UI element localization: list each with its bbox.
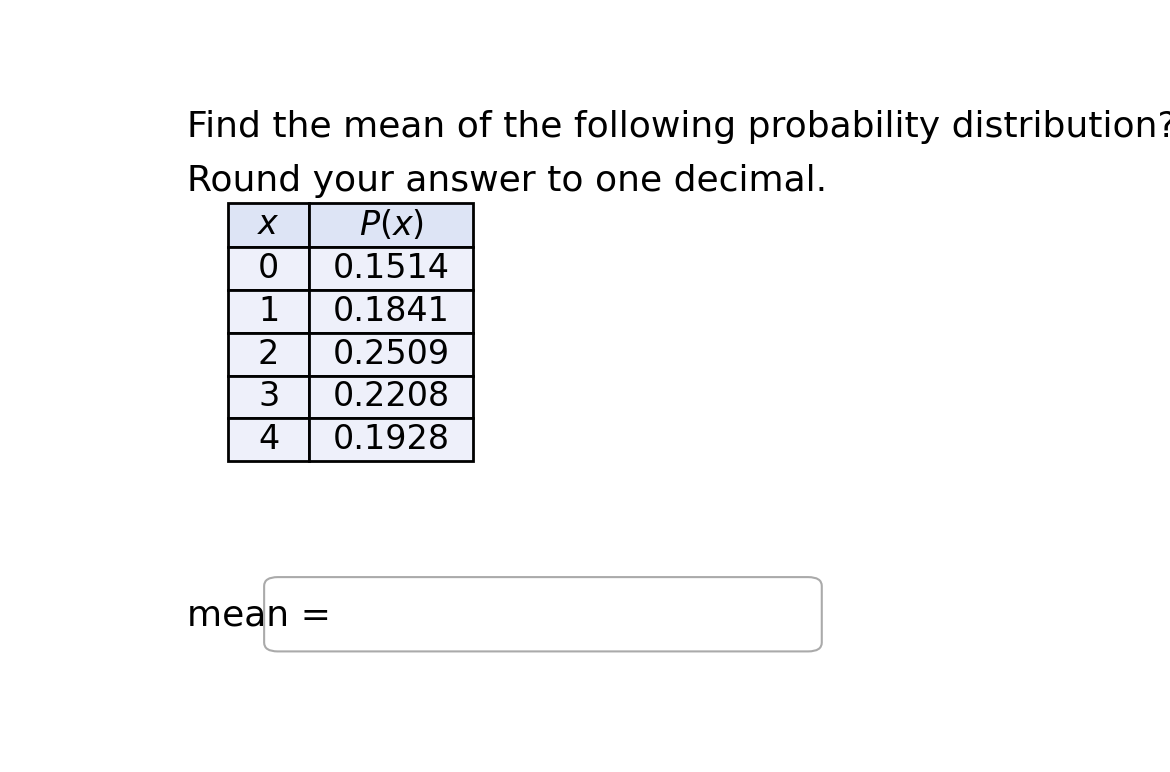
Text: 0: 0 <box>259 252 280 285</box>
Bar <box>228 418 309 461</box>
Bar <box>309 202 473 247</box>
Text: 0.1928: 0.1928 <box>332 423 449 456</box>
Text: Round your answer to one decimal.: Round your answer to one decimal. <box>187 164 827 198</box>
Text: $x$: $x$ <box>257 208 280 242</box>
Text: $P(x)$: $P(x)$ <box>358 208 424 242</box>
Text: mean =: mean = <box>187 599 331 633</box>
Text: 3: 3 <box>259 381 280 414</box>
Bar <box>228 333 309 376</box>
Text: Find the mean of the following probability distribution?: Find the mean of the following probabili… <box>187 110 1170 144</box>
Bar <box>228 247 309 290</box>
Text: 1: 1 <box>259 295 280 328</box>
Bar <box>309 333 473 376</box>
Bar <box>228 202 309 247</box>
Text: 0.2509: 0.2509 <box>332 337 449 371</box>
Bar <box>309 290 473 333</box>
Text: 0.1841: 0.1841 <box>332 295 449 328</box>
Text: 0.2208: 0.2208 <box>332 381 449 414</box>
FancyBboxPatch shape <box>264 577 821 652</box>
Text: 2: 2 <box>257 337 280 371</box>
Bar <box>309 376 473 418</box>
Bar <box>309 247 473 290</box>
Text: 4: 4 <box>259 423 280 456</box>
Text: 0.1514: 0.1514 <box>332 252 449 285</box>
Bar <box>228 376 309 418</box>
Bar <box>228 290 309 333</box>
Bar <box>309 418 473 461</box>
